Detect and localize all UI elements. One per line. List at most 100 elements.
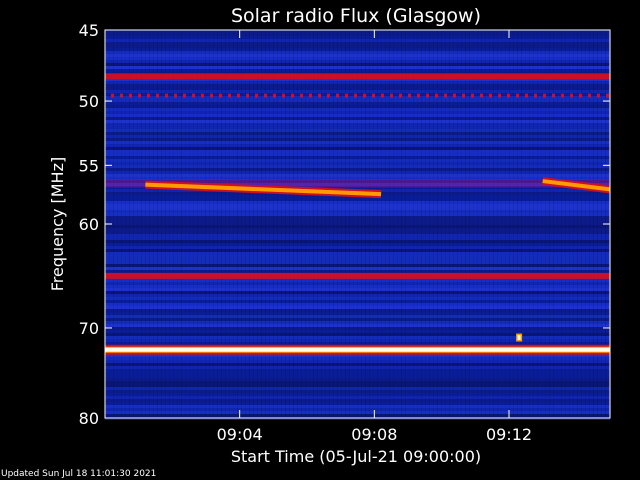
texture-col xyxy=(269,30,270,418)
spectrogram xyxy=(104,29,611,420)
texture-col xyxy=(413,30,414,418)
texture-row xyxy=(105,99,610,102)
texture-col xyxy=(565,30,566,418)
texture-row xyxy=(105,102,610,105)
texture-row xyxy=(105,204,610,207)
texture-col xyxy=(321,30,322,418)
texture-row xyxy=(105,126,610,129)
texture-col xyxy=(361,30,362,418)
texture-row xyxy=(105,378,610,381)
texture-col xyxy=(297,30,298,418)
texture-row xyxy=(105,51,610,54)
band-dot xyxy=(291,93,294,98)
texture-row xyxy=(105,138,610,141)
texture-col xyxy=(489,30,490,418)
band-dot xyxy=(300,93,303,98)
texture-col xyxy=(333,30,334,418)
texture-col xyxy=(185,30,186,418)
texture-row xyxy=(105,210,610,213)
texture-col xyxy=(177,30,178,418)
texture-col xyxy=(165,30,166,418)
texture-col xyxy=(529,30,530,418)
texture-row xyxy=(105,141,610,144)
texture-col xyxy=(405,30,406,418)
texture-row xyxy=(105,90,610,93)
band xyxy=(105,347,610,352)
texture-col xyxy=(397,30,398,418)
texture-col xyxy=(457,30,458,418)
texture-row xyxy=(105,150,610,153)
texture-row xyxy=(105,174,610,177)
texture-col xyxy=(365,30,366,418)
texture-col xyxy=(145,30,146,418)
texture-col xyxy=(193,30,194,418)
texture-col xyxy=(261,30,262,418)
texture-col xyxy=(137,30,138,418)
texture-row xyxy=(105,156,610,159)
texture-row xyxy=(105,336,610,339)
texture-row xyxy=(105,231,610,234)
band-dot xyxy=(192,93,195,98)
texture-row xyxy=(105,129,610,132)
band-dot xyxy=(453,93,456,98)
texture-col xyxy=(473,30,474,418)
texture-col xyxy=(281,30,282,418)
texture-col xyxy=(445,30,446,418)
texture-row xyxy=(105,267,610,270)
texture-col xyxy=(373,30,374,418)
band-dot xyxy=(534,93,537,98)
x-axis: 09:04 09:08 09:12 xyxy=(217,30,532,444)
texture-row xyxy=(105,288,610,291)
texture-row xyxy=(105,171,610,174)
texture-col xyxy=(241,30,242,418)
texture-col xyxy=(253,30,254,418)
texture-row xyxy=(105,327,610,330)
texture-col xyxy=(549,30,550,418)
texture-col xyxy=(181,30,182,418)
x-tick-label: 09:08 xyxy=(351,425,397,444)
texture-col xyxy=(553,30,554,418)
texture-col xyxy=(209,30,210,418)
texture-col xyxy=(465,30,466,418)
band-dot xyxy=(417,93,420,98)
band-dot xyxy=(552,93,555,98)
texture-col xyxy=(325,30,326,418)
texture-row xyxy=(105,309,610,312)
texture-col xyxy=(205,30,206,418)
band-dot xyxy=(489,93,492,98)
band-dot xyxy=(228,93,231,98)
texture-row xyxy=(105,117,610,120)
texture-row xyxy=(105,390,610,393)
band-dot xyxy=(363,93,366,98)
y-tick-label: 60 xyxy=(79,215,99,234)
y-tick-label: 70 xyxy=(79,319,99,338)
y-tick-label: 45 xyxy=(79,21,99,40)
texture-col xyxy=(393,30,394,418)
texture-row xyxy=(105,381,610,384)
y-tick-label: 80 xyxy=(79,409,99,428)
band-dot xyxy=(588,93,591,98)
texture-row xyxy=(105,42,610,45)
texture-row xyxy=(105,123,610,126)
texture-col xyxy=(257,30,258,418)
texture-row xyxy=(105,168,610,171)
texture-col xyxy=(121,30,122,418)
texture-row xyxy=(105,45,610,48)
texture-row xyxy=(105,63,610,66)
texture-row xyxy=(105,165,610,168)
texture-col xyxy=(453,30,454,418)
band-dot xyxy=(498,93,501,98)
texture-row xyxy=(105,147,610,150)
texture-row xyxy=(105,78,610,81)
texture-row xyxy=(105,408,610,411)
texture-row xyxy=(105,372,610,375)
texture-col xyxy=(389,30,390,418)
texture-col xyxy=(385,30,386,418)
texture-row xyxy=(105,270,610,273)
texture-col xyxy=(521,30,522,418)
band-dot xyxy=(345,93,348,98)
texture-row xyxy=(105,105,610,108)
band-dot xyxy=(471,93,474,98)
texture-row xyxy=(105,282,610,285)
